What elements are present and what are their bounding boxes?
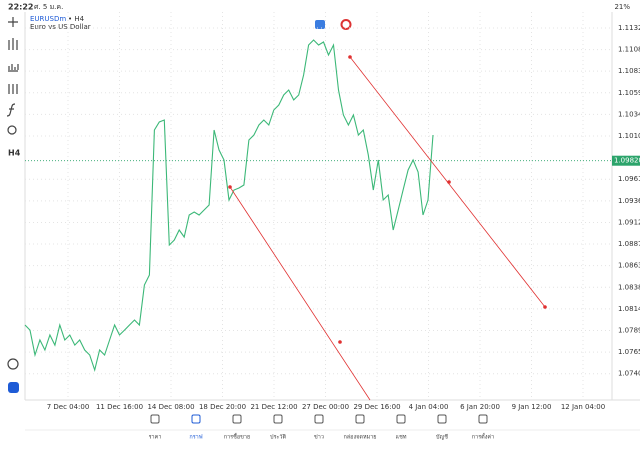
objects-tool[interactable] <box>8 64 19 72</box>
x-tick-label: 11 Dec 16:00 <box>96 403 143 411</box>
symbol[interactable]: EURUSDm <box>30 15 66 23</box>
y-tick-label: 1.10835 <box>618 67 640 75</box>
y-tick-label: 1.11325 <box>618 24 640 32</box>
trend-point[interactable] <box>338 340 342 344</box>
sidebar-timeframe[interactable]: H4 <box>8 149 21 158</box>
crosshair-tool[interactable] <box>8 17 18 27</box>
shapes-tool[interactable] <box>7 125 17 135</box>
y-tick-label: 1.08140 <box>618 305 640 313</box>
status-date: ศ. 5 ม.ค. <box>34 3 63 11</box>
symbol-description: Euro vs US Dollar <box>30 23 91 31</box>
tab-icon[interactable] <box>437 414 447 424</box>
price-line <box>24 39 434 372</box>
tab-label[interactable]: ข่าว <box>314 435 324 441</box>
y-tick-label: 1.09610 <box>618 175 640 183</box>
tab-icon[interactable] <box>396 414 406 424</box>
tab-icon[interactable] <box>314 414 324 424</box>
trend-point[interactable] <box>348 55 352 59</box>
tab-label[interactable]: ราคา <box>149 435 162 441</box>
current-price-label: 1.09820 <box>614 157 640 165</box>
settings-tool[interactable] <box>8 84 18 94</box>
tab-icon[interactable] <box>355 414 365 424</box>
x-tick-label: 6 Jan 20:00 <box>460 403 500 411</box>
tab-label[interactable]: กล่องจดหมาย <box>343 435 376 441</box>
x-tick-label: 21 Dec 12:00 <box>250 403 297 411</box>
y-tick-label: 1.08630 <box>618 262 640 270</box>
tab-label[interactable]: การตั้งค่า <box>472 433 494 441</box>
current-price-box <box>612 155 640 166</box>
status-time: 22:22 <box>8 3 33 12</box>
x-tick-label: 12 Jan 04:00 <box>561 403 605 411</box>
y-tick-label: 1.09120 <box>618 218 640 226</box>
trend-point[interactable] <box>228 185 232 189</box>
y-tick-label: 1.10590 <box>618 89 640 97</box>
tab-label[interactable]: บัญชี <box>436 434 448 441</box>
tab-icon[interactable] <box>232 414 242 424</box>
trend-point[interactable] <box>447 180 451 184</box>
y-tick-label: 1.10345 <box>618 110 640 118</box>
x-tick-label: 29 Dec 16:00 <box>353 403 400 411</box>
x-tick-label: 4 Jan 04:00 <box>409 403 449 411</box>
timeframe: • H4 <box>68 15 85 23</box>
tab-icon[interactable] <box>191 414 201 424</box>
indicator-tool[interactable] <box>8 38 18 50</box>
trend-point[interactable] <box>543 305 547 309</box>
tab-icon[interactable] <box>150 414 160 424</box>
search-tool[interactable] <box>7 358 19 370</box>
y-tick-label: 1.07895 <box>618 326 640 334</box>
y-tick-label: 1.11080 <box>618 46 640 54</box>
tab-label[interactable]: การซื้อขาย <box>224 433 250 441</box>
trend-line[interactable] <box>229 186 371 401</box>
function-tool[interactable] <box>6 103 16 117</box>
y-tick-label: 1.07650 <box>618 348 640 356</box>
tab-label[interactable]: ประวัติ <box>270 434 286 441</box>
buy-button[interactable] <box>315 20 325 29</box>
tab-label[interactable]: กราฟ <box>189 434 202 441</box>
y-tick-label: 1.09365 <box>618 197 640 205</box>
sell-button[interactable] <box>340 19 352 30</box>
x-tick-label: 27 Dec 00:00 <box>302 403 349 411</box>
y-tick-label: 1.08385 <box>618 283 640 291</box>
y-tick-label: 1.08875 <box>618 240 640 248</box>
tab-icon[interactable] <box>273 414 283 424</box>
x-tick-label: 9 Jan 12:00 <box>512 403 552 411</box>
app-logo[interactable] <box>8 382 19 393</box>
tab-label[interactable]: แชท <box>396 434 407 441</box>
status-battery: 21% <box>614 3 630 11</box>
x-tick-label: 7 Dec 04:00 <box>47 403 90 411</box>
y-tick-label: 1.07405 <box>618 370 640 378</box>
x-tick-label: 14 Dec 08:00 <box>147 403 194 411</box>
x-tick-label: 18 Dec 20:00 <box>199 403 246 411</box>
y-tick-label: 1.10100 <box>618 132 640 140</box>
tab-icon[interactable] <box>478 414 488 424</box>
